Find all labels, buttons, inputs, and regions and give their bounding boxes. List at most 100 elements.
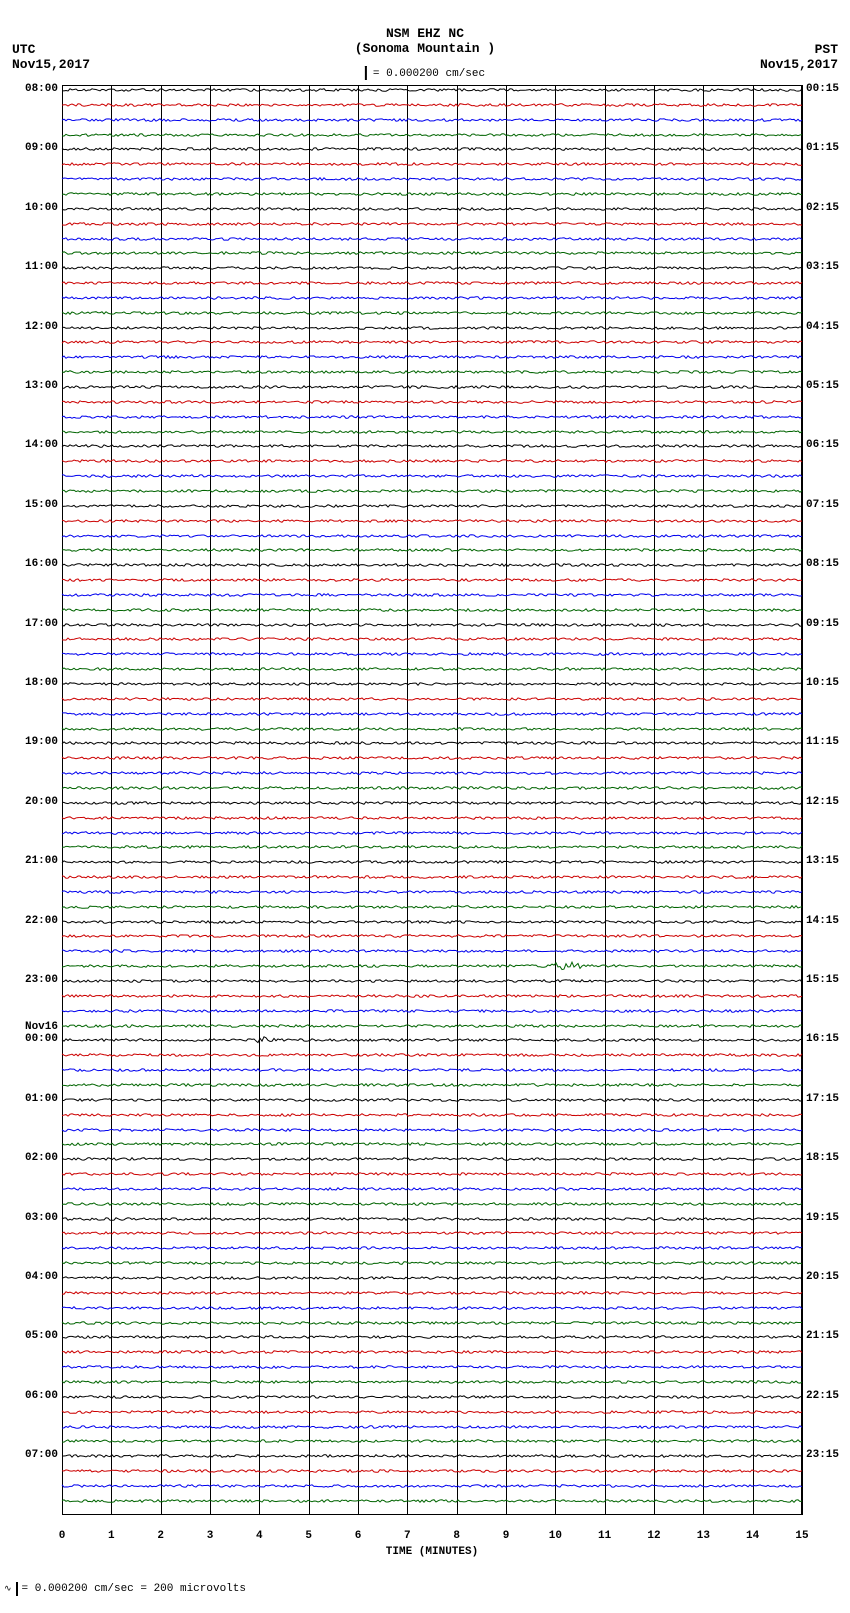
trace-row	[62, 371, 802, 374]
pst-hour-label: 03:15	[806, 261, 846, 273]
trace-row	[62, 757, 802, 760]
utc-hour-label: 04:00	[12, 1271, 58, 1283]
seismogram-plot: 08:0000:1509:0001:1510:0002:1511:0003:15…	[62, 80, 802, 1530]
utc-hour-label: 23:00	[12, 974, 58, 986]
footer-text: = 0.000200 cm/sec = 200 microvolts	[22, 1583, 246, 1595]
x-tick: 12	[647, 1530, 660, 1542]
utc-hour-label: 06:00	[12, 1390, 58, 1402]
trace-row: 14:0006:15	[62, 445, 802, 448]
trace-row: 22:0014:15	[62, 921, 802, 924]
trace-row	[62, 594, 802, 597]
trace-row: 03:0019:15	[62, 1218, 802, 1221]
trace-row	[62, 846, 802, 849]
trace-row	[62, 1426, 802, 1429]
trace-row	[62, 104, 802, 107]
pst-hour-label: 18:15	[806, 1152, 846, 1164]
trace-row	[62, 728, 802, 731]
utc-hour-label: 11:00	[12, 261, 58, 273]
trace-row: 21:0013:15	[62, 861, 802, 864]
utc-hour-label: 00:00	[12, 1033, 58, 1045]
pst-hour-label: 04:15	[806, 321, 846, 333]
trace-row: 07:0023:15	[62, 1455, 802, 1458]
trace-row	[62, 356, 802, 359]
right-tz-block: PST Nov15,2017	[760, 42, 838, 72]
trace-row	[62, 935, 802, 938]
trace-row	[62, 876, 802, 879]
pst-hour-label: 00:15	[806, 83, 846, 95]
utc-hour-label: 01:00	[12, 1093, 58, 1105]
trace-row	[62, 431, 802, 434]
utc-hour-label: 09:00	[12, 142, 58, 154]
title-block: NSM EHZ NC (Sonoma Mountain )	[355, 26, 495, 56]
pst-hour-label: 12:15	[806, 796, 846, 808]
grid-line	[802, 85, 803, 1515]
trace-row: 17:0009:15	[62, 624, 802, 627]
trace-row	[62, 163, 802, 166]
trace-row	[62, 638, 802, 641]
station-name: (Sonoma Mountain )	[355, 41, 495, 56]
pst-hour-label: 07:15	[806, 499, 846, 511]
trace-row	[62, 653, 802, 656]
utc-hour-label: 12:00	[12, 321, 58, 333]
trace-row	[62, 1203, 802, 1206]
trace-row	[62, 1366, 802, 1369]
trace-row	[62, 252, 802, 255]
trace-row: 16:0008:15	[62, 564, 802, 567]
utc-hour-label: 14:00	[12, 439, 58, 451]
trace-row	[62, 312, 802, 315]
pst-hour-label: 23:15	[806, 1449, 846, 1461]
x-tick: 15	[795, 1530, 808, 1542]
x-axis-label: TIME (MINUTES)	[386, 1546, 478, 1558]
utc-hour-label: 10:00	[12, 202, 58, 214]
trace-row	[62, 772, 802, 775]
x-tick: 1	[108, 1530, 115, 1542]
pst-hour-label: 10:15	[806, 677, 846, 689]
utc-hour-label: 05:00	[12, 1330, 58, 1342]
scale-text: = 0.000200 cm/sec	[373, 68, 485, 80]
trace-row	[62, 401, 802, 404]
left-date: Nov15,2017	[12, 57, 90, 72]
trace-row	[62, 832, 802, 835]
pst-hour-label: 21:15	[806, 1330, 846, 1342]
utc-date-label: Nov16	[6, 1021, 58, 1033]
pst-hour-label: 16:15	[806, 1033, 846, 1045]
trace-row	[62, 1247, 802, 1250]
trace-row	[62, 460, 802, 463]
trace-row	[62, 1470, 802, 1473]
pst-hour-label: 19:15	[806, 1212, 846, 1224]
left-tz: UTC	[12, 42, 90, 57]
trace-row	[62, 891, 802, 894]
x-tick: 2	[157, 1530, 164, 1542]
trace-row	[62, 1307, 802, 1310]
utc-hour-label: 21:00	[12, 855, 58, 867]
x-tick: 11	[598, 1530, 611, 1542]
utc-hour-label: 03:00	[12, 1212, 58, 1224]
trace-row: 08:0000:15	[62, 89, 802, 92]
utc-hour-label: 22:00	[12, 915, 58, 927]
trace-row	[62, 520, 802, 523]
trace-row	[62, 817, 802, 820]
station-code: NSM EHZ NC	[355, 26, 495, 41]
x-tick: 6	[355, 1530, 362, 1542]
trace-row	[62, 713, 802, 716]
trace-row	[62, 1411, 802, 1414]
utc-hour-label: 18:00	[12, 677, 58, 689]
footer-scale-bar-icon	[16, 1582, 18, 1596]
x-tick: 5	[305, 1530, 312, 1542]
pst-hour-label: 05:15	[806, 380, 846, 392]
utc-hour-label: 02:00	[12, 1152, 58, 1164]
x-tick: 8	[453, 1530, 460, 1542]
trace-row: 02:0018:15	[62, 1158, 802, 1161]
trace-row	[62, 1129, 802, 1132]
trace-row: 23:0015:15	[62, 980, 802, 983]
trace-row	[62, 416, 802, 419]
trace-row	[62, 282, 802, 285]
trace-row	[62, 1440, 802, 1443]
trace-row: 11:0003:15	[62, 267, 802, 270]
trace-row	[62, 1143, 802, 1146]
trace-row: Nov1600:0016:15	[62, 1039, 802, 1042]
pst-hour-label: 20:15	[806, 1271, 846, 1283]
left-tz-block: UTC Nov15,2017	[12, 42, 90, 72]
trace-row	[62, 1322, 802, 1325]
pst-hour-label: 02:15	[806, 202, 846, 214]
